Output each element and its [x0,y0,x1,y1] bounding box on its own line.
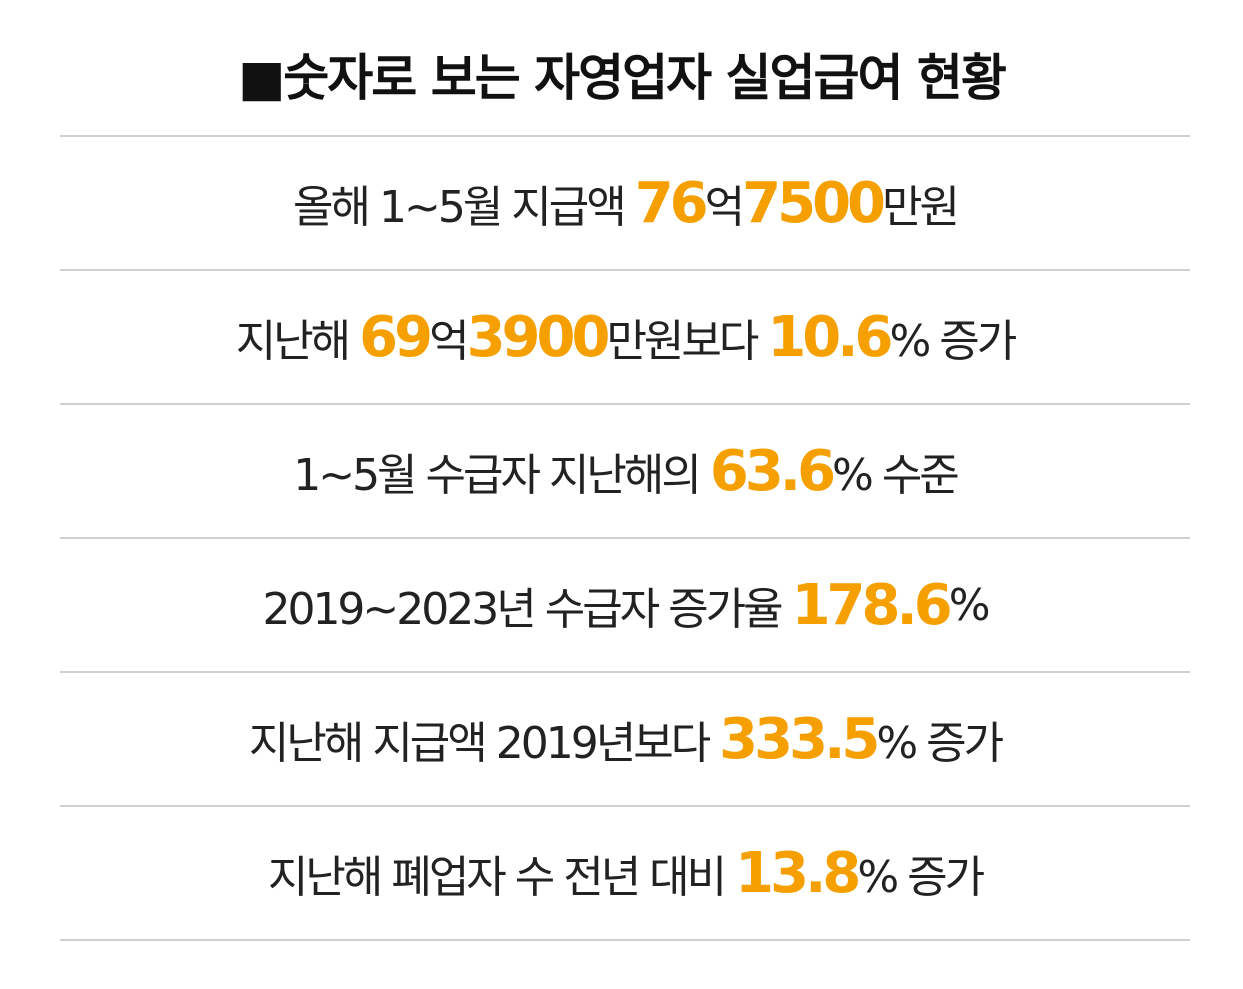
stat-row: 지난해 지급액 2019년보다 333.5% 증가 [60,671,1190,805]
highlight-figure: 333.5 [719,706,880,772]
stat-text: 2019~2023년 수급자 증가율 [262,584,792,635]
stat-text: 올해 1~5월 지급액 [293,182,635,233]
stat-text: 1~5월 수급자 지난해의 [293,450,710,501]
title: ■숫자로 보는 자영업자 실업급여 현황 [238,49,1007,107]
highlight-figure: 63.6 [709,438,836,504]
stat-text: 지난해 [235,316,360,367]
stat-row: 올해 1~5월 지급액 76 억 7500 만원 [60,135,1190,269]
highlight-figure: 178.6 [791,572,953,638]
stat-text: % 증가 [857,852,985,903]
stat-text: % 증가 [889,316,1018,367]
highlight-figure: 3900 [466,304,611,370]
stat-text: % 수준 [832,450,960,501]
stat-row: 지난해 69 억 3900 만원보다 10.6% 증가 [60,269,1190,403]
stat-row: 2019~2023년 수급자 증가율 178.6% [60,537,1190,671]
highlight-figure: 13.8 [735,840,861,906]
stat-text: 억 [704,182,746,233]
stat-text: 지난해 폐업자 수 전년 대비 [267,852,736,903]
stat-row: 1~5월 수급자 지난해의 63.6% 수준 [60,403,1190,537]
stat-text: % [948,579,991,631]
stat-text: 만원 [882,182,960,233]
highlight-figure: 76 [634,170,709,236]
stat-row: 지난해 폐업자 수 전년 대비 13.8% 증가 [60,805,1190,941]
stat-text: 만원보다 [606,316,768,367]
highlight-figure: 69 [359,304,433,370]
highlight-figure: 10.6 [767,304,893,370]
stat-text: 억 [429,316,470,367]
stat-list: 올해 1~5월 지급액 76 억 7500 만원 지난해 69 억 3900 만원보다 10.… [60,135,1190,941]
stat-text: % 증가 [876,718,1004,769]
highlight-figure: 7500 [742,170,886,236]
stat-text: 지난해 지급액 2019년보다 [248,718,720,769]
